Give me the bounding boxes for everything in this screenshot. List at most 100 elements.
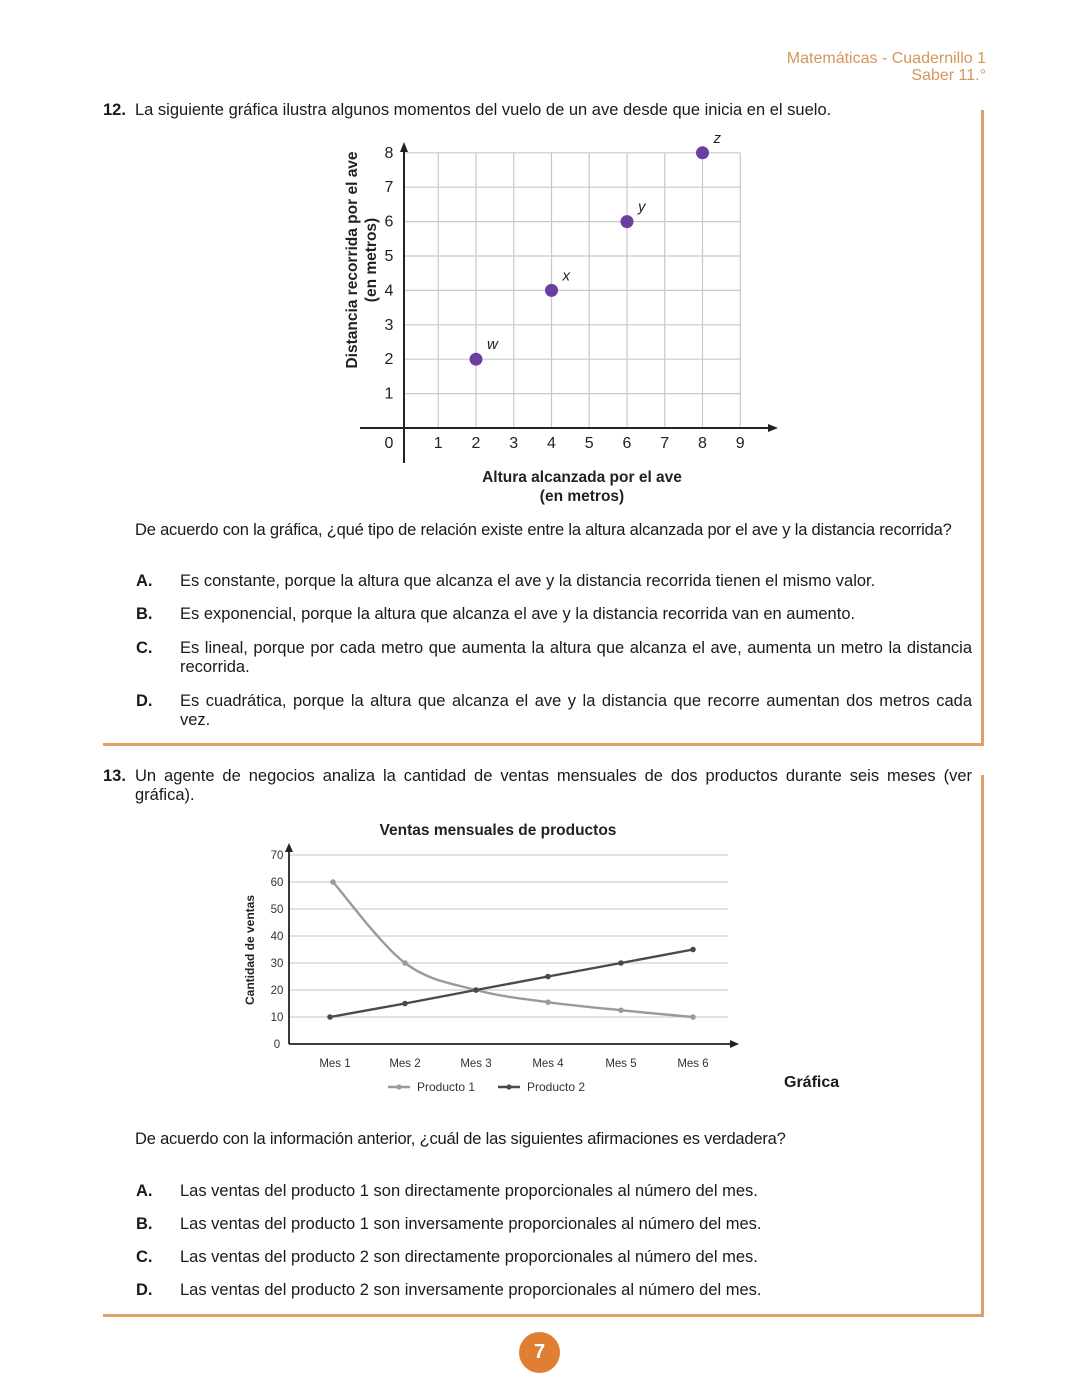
option-text: Las ventas del producto 1 son inversamen… — [180, 1215, 762, 1233]
page-number: 7 — [519, 1332, 560, 1373]
data-point — [402, 1000, 408, 1007]
option-text: Las ventas del producto 2 son directamen… — [180, 1248, 758, 1266]
legend-marker — [506, 1084, 512, 1090]
header-grade: Saber 11.° — [911, 67, 986, 84]
legend-label: Producto 2 — [527, 1080, 585, 1094]
legend-label: Producto 1 — [417, 1080, 475, 1094]
option-letter: D. — [136, 1281, 153, 1299]
scatter-chart: 0 1 2 3 4 5 6 7 8 9 1 2 3 4 5 6 7 8 w x y z Altura alcanzada p… — [344, 130, 778, 505]
data-point-z — [696, 146, 709, 160]
x-axis-arrow — [768, 424, 778, 432]
question-border-right — [981, 110, 984, 746]
question-border-bottom — [103, 1314, 984, 1317]
chart-caption: Gráfica — [784, 1074, 840, 1091]
question-border-right — [981, 775, 984, 1317]
data-point-x — [545, 283, 558, 297]
point-label: x — [562, 267, 571, 284]
x-tick-label: Mes 2 — [389, 1058, 420, 1070]
data-point-y — [620, 215, 634, 229]
option-text: Las ventas del producto 2 son inversamen… — [180, 1281, 762, 1299]
option-letter: D. — [136, 692, 153, 710]
question-border-bottom — [103, 743, 984, 746]
x-tick-label: Mes 1 — [319, 1058, 350, 1070]
answer-option-a[interactable]: A. Es constante, porque la altura que alc… — [136, 572, 972, 612]
x-tick-label: 6 — [623, 435, 632, 452]
y-tick-label: 70 — [271, 850, 284, 862]
x-tick-label: 7 — [660, 435, 669, 452]
answer-option-d[interactable]: D. Las ventas del producto 2 son inversam… — [136, 1281, 972, 1321]
data-point-w — [469, 352, 483, 366]
data-point — [473, 987, 479, 993]
option-letter: A. — [136, 1182, 153, 1200]
y-axis-title: Cantidad de ventas — [243, 895, 257, 1005]
y-axis-title: (en metros) — [363, 218, 380, 302]
y-axis-arrow — [400, 142, 408, 152]
header-subject: Matemáticas - Cuadernillo 1 — [786, 50, 986, 67]
x-tick-label: 4 — [547, 435, 556, 452]
answer-option-b[interactable]: B. Las ventas del producto 1 son inversam… — [136, 1215, 972, 1255]
x-tick-label: Mes 3 — [460, 1058, 491, 1070]
y-tick-label: 0 — [274, 1039, 280, 1051]
option-letter: B. — [136, 605, 153, 623]
x-axis-arrow — [730, 1040, 739, 1048]
option-text: Es cuadrática, porque la altura que alca… — [180, 692, 972, 729]
option-letter: A. — [136, 572, 153, 590]
question-12: 12. La siguiente gráfica ilustra algunos… — [103, 101, 972, 121]
page-header: Matemáticas - Cuadernillo 1 Saber 11.° — [787, 50, 986, 84]
answer-option-c[interactable]: C. Las ventas del producto 2 son directam… — [136, 1248, 972, 1288]
y-tick-label: 6 — [385, 214, 394, 231]
point-label: z — [713, 130, 722, 147]
data-point — [690, 946, 696, 953]
y-axis-title: Distancia recorrida por el ave — [344, 151, 361, 368]
option-text: Es constante, porque la altura que alcan… — [180, 572, 876, 590]
option-text: Es lineal, porque por cada metro que aum… — [180, 639, 972, 676]
y-tick-label: 50 — [271, 904, 284, 916]
data-point — [618, 1007, 624, 1014]
x-tick-label: Mes 5 — [605, 1058, 636, 1070]
answer-option-a[interactable]: A. Las ventas del producto 1 son directam… — [136, 1182, 972, 1222]
option-letter: B. — [136, 1215, 153, 1233]
chart-title: Ventas mensuales de productos — [380, 822, 617, 839]
answer-option-b[interactable]: B. Es exponencial, porque la altura que a… — [136, 605, 972, 645]
question-number: 12. — [103, 101, 126, 119]
data-point — [690, 1014, 696, 1020]
data-point — [545, 973, 551, 980]
question-13: 13. Un agente de negocios analiza la can… — [103, 767, 972, 807]
y-tick-label: 60 — [271, 877, 284, 889]
data-point — [545, 999, 551, 1005]
data-point — [618, 960, 624, 966]
y-tick-label: 2 — [385, 351, 394, 368]
y-tick-label: 10 — [271, 1012, 284, 1024]
x-tick-label: 1 — [434, 435, 443, 452]
answer-option-d[interactable]: D. Es cuadrática, porque la altura que al… — [136, 692, 972, 732]
x-tick-label: 2 — [472, 435, 481, 452]
data-point — [327, 1014, 333, 1020]
legend-marker — [396, 1084, 402, 1090]
series-line-2 — [329, 948, 694, 1019]
x-tick-label: 5 — [585, 435, 594, 452]
option-text: Las ventas del producto 1 son directamen… — [180, 1182, 758, 1200]
question-text: La siguiente gráfica ilustra algunos mom… — [135, 101, 832, 119]
answer-option-c[interactable]: C. Es lineal, porque por cada metro que a… — [136, 639, 972, 679]
x-tick-label: Mes 4 — [532, 1058, 564, 1070]
question-prompt: De acuerdo con la gráfica, ¿qué tipo de … — [135, 521, 952, 539]
y-tick-label: 4 — [385, 282, 394, 299]
line-chart: Ventas mensuales de productos 0 10 20 30 40 50… — [243, 822, 739, 1094]
y-tick-label: 5 — [385, 248, 394, 265]
y-tick-label: 3 — [385, 317, 394, 334]
point-label: y — [637, 199, 647, 216]
y-tick-label: 8 — [385, 145, 394, 162]
question-prompt: De acuerdo con la información anterior, … — [135, 1130, 786, 1148]
option-letter: C. — [136, 1248, 153, 1266]
x-axis-title: Altura alcanzada por el ave — [482, 469, 682, 486]
x-tick-label: 3 — [509, 435, 518, 452]
y-tick-label: 1 — [385, 386, 394, 403]
y-tick-label: 20 — [271, 985, 284, 997]
y-axis-arrow — [285, 843, 293, 852]
x-tick-label: 9 — [736, 435, 745, 452]
question-text: Un agente de negocios analiza la cantida… — [135, 767, 972, 804]
option-letter: C. — [136, 639, 153, 657]
option-text: Es exponencial, porque la altura que alc… — [180, 605, 856, 623]
point-label: w — [487, 336, 499, 353]
x-axis-title: (en metros) — [540, 488, 624, 505]
